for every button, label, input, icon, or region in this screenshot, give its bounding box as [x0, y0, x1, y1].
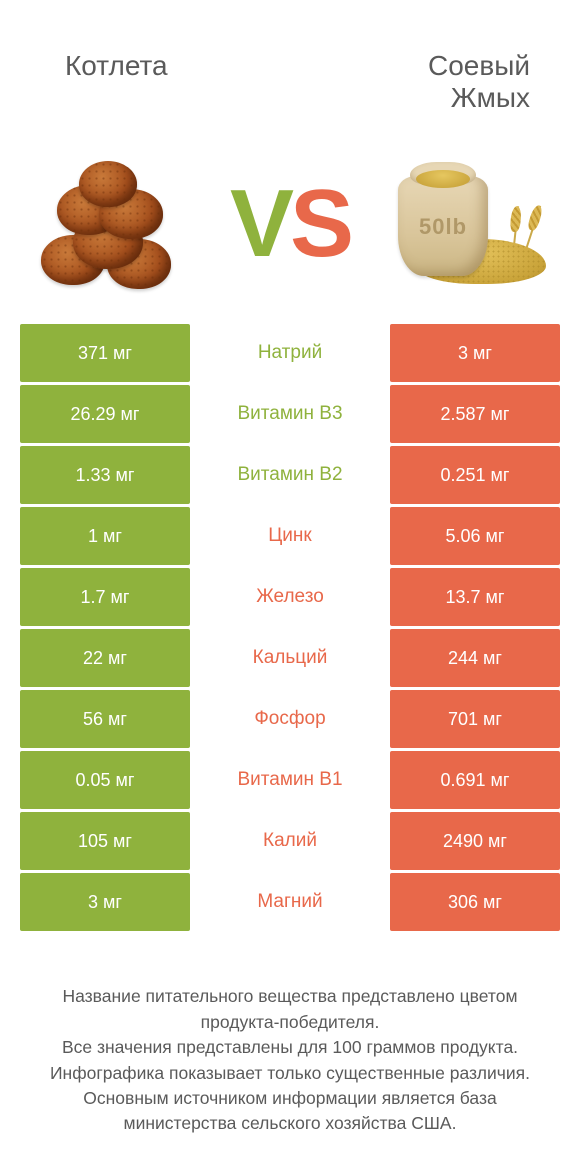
footnote-line: Все значения представлены для 100 граммо…	[62, 1037, 518, 1057]
value-left: 3 мг	[20, 873, 190, 931]
table-row: 3 мгМагний306 мг	[20, 873, 560, 931]
table-row: 26.29 мгВитамин B32.587 мг	[20, 385, 560, 443]
table-row: 1.7 мгЖелезо13.7 мг	[20, 568, 560, 626]
footnote: Название питательного вещества представл…	[0, 934, 580, 1136]
value-right: 0.251 мг	[390, 446, 560, 504]
table-row: 1 мгЦинк5.06 мг	[20, 507, 560, 565]
nutrient-label: Калий	[190, 830, 390, 852]
nutrient-label: Магний	[190, 891, 390, 913]
value-left: 1 мг	[20, 507, 190, 565]
value-right: 0.691 мг	[390, 751, 560, 809]
nutrient-label: Цинк	[190, 525, 390, 547]
value-left: 105 мг	[20, 812, 190, 870]
title-right: Соевый Жмых	[298, 50, 541, 114]
value-left: 56 мг	[20, 690, 190, 748]
value-right: 13.7 мг	[390, 568, 560, 626]
table-row: 56 мгФосфор701 мг	[20, 690, 560, 748]
sack-label: 50lb	[398, 214, 488, 240]
table-row: 22 мгКальций244 мг	[20, 629, 560, 687]
table-row: 0.05 мгВитамин B10.691 мг	[20, 751, 560, 809]
nutrient-label: Фосфор	[190, 708, 390, 730]
nutrient-label: Витамин B3	[190, 403, 390, 425]
nutrient-label: Натрий	[190, 342, 390, 364]
nutrient-label: Кальций	[190, 647, 390, 669]
vs-label: VS	[230, 176, 350, 272]
value-right: 2490 мг	[390, 812, 560, 870]
footnote-line: Инфографика показывает только существенн…	[50, 1063, 530, 1083]
value-right: 306 мг	[390, 873, 560, 931]
value-left: 26.29 мг	[20, 385, 190, 443]
value-left: 1.33 мг	[20, 446, 190, 504]
value-right: 701 мг	[390, 690, 560, 748]
header: Котлета Соевый Жмых	[0, 0, 580, 124]
value-left: 371 мг	[20, 324, 190, 382]
nutrient-label: Витамин B2	[190, 464, 390, 486]
footnote-line: Название питательного вещества представл…	[62, 986, 517, 1031]
value-left: 0.05 мг	[20, 751, 190, 809]
table-row: 1.33 мгВитамин B20.251 мг	[20, 446, 560, 504]
footnote-line: Основным источником информации является …	[83, 1088, 496, 1133]
table-row: 105 мгКалий2490 мг	[20, 812, 560, 870]
value-right: 2.587 мг	[390, 385, 560, 443]
title-left: Котлета	[40, 50, 298, 82]
value-left: 22 мг	[20, 629, 190, 687]
table-row: 371 мгНатрий3 мг	[20, 324, 560, 382]
value-left: 1.7 мг	[20, 568, 190, 626]
soy-meal-sack-image: 50lb	[390, 154, 550, 294]
hero-row: VS 50lb	[0, 124, 580, 324]
value-right: 5.06 мг	[390, 507, 560, 565]
nutrient-label: Железо	[190, 586, 390, 608]
vs-s: S	[290, 170, 350, 277]
vs-v: V	[230, 170, 290, 277]
comparison-table: 371 мгНатрий3 мг26.29 мгВитамин B32.587 …	[20, 324, 560, 931]
value-right: 3 мг	[390, 324, 560, 382]
cutlets-image	[30, 154, 190, 294]
value-right: 244 мг	[390, 629, 560, 687]
nutrient-label: Витамин B1	[190, 769, 390, 791]
